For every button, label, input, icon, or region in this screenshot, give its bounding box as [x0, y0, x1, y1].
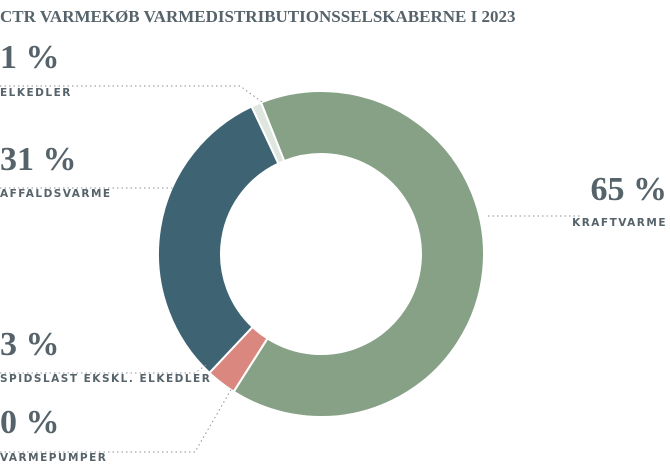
category-label: SPIDSLAST EKSKL. ELKEDLER	[0, 373, 211, 385]
value-label: 65 %	[591, 171, 668, 208]
value-label: 1 %	[0, 39, 60, 76]
value-label: 31 %	[0, 141, 77, 178]
donut-slice	[250, 101, 286, 165]
chart-title: CTR VARMEKØB VARMEDISTRIBUTIONSSELSKABER…	[0, 7, 516, 26]
value-label: 0 %	[0, 404, 60, 441]
donut-slice	[157, 105, 280, 375]
category-label: VARMEPUMPER	[0, 452, 107, 464]
value-label: 3 %	[0, 326, 60, 363]
leader-line	[0, 85, 263, 103]
donut-slice	[232, 90, 485, 418]
leader-line	[0, 364, 207, 374]
category-label: KRAFTVARME	[572, 217, 667, 229]
category-label: AFFALDSVARME	[0, 188, 112, 200]
category-label: ELKEDLER	[0, 87, 72, 99]
leader-line	[0, 387, 233, 453]
